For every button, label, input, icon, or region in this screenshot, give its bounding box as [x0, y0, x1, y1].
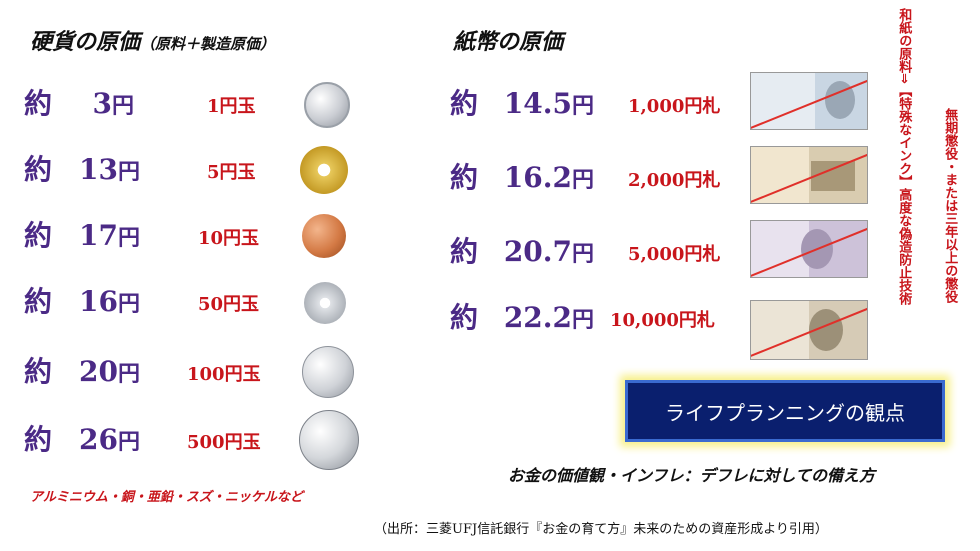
1-yen-coin-icon [304, 82, 350, 128]
2000-yen-note-icon [750, 146, 868, 204]
note-row: 約 20.7円 5,000円札 [440, 220, 880, 282]
cost-prefix: 約 [24, 355, 53, 388]
note-row: 約 16.2円 2,000円札 [440, 146, 880, 208]
side-note-2: 無期懲役・または三年以上の懲役 [942, 108, 958, 303]
cost-value: 20.7 [503, 235, 573, 268]
cost-unit: 円 [572, 241, 595, 267]
cost-unit: 円 [118, 159, 141, 185]
coin-row: 約 3円 1円玉 [0, 80, 400, 130]
cost-unit: 円 [112, 93, 135, 119]
coin-cost: 約 26円 [24, 418, 140, 458]
cost-value: 22.2 [503, 301, 573, 334]
coins-heading-note: （原料＋製造原価） [140, 35, 276, 53]
coin-cost: 約 20円 [24, 350, 140, 390]
coin-label: 50円玉 [198, 294, 260, 315]
cost-prefix: 約 [450, 301, 479, 334]
coin-label: 100円玉 [187, 364, 261, 385]
subtitle: お金の価値観・インフレ：デフレに対しての備え方 [508, 466, 876, 485]
note-label: 2,000円札 [628, 170, 721, 191]
cost-unit: 円 [118, 291, 141, 317]
cost-value: 16 [79, 285, 119, 318]
cost-unit: 円 [118, 361, 141, 387]
cost-unit: 円 [118, 429, 141, 455]
coin-label: 500円玉 [187, 432, 261, 453]
cost-value: 26 [79, 423, 119, 456]
life-planning-box: ライフプランニングの観点 [625, 380, 945, 442]
cost-unit: 円 [572, 307, 595, 333]
note-cost: 約 14.5円 [450, 82, 594, 122]
coin-cost: 約 13円 [24, 148, 140, 188]
notes-heading: 紙幣の原価 [453, 30, 564, 55]
life-planning-label: ライフプランニングの観点 [665, 400, 905, 425]
cost-prefix: 約 [24, 285, 53, 318]
coin-row: 約 13円 5円玉 [0, 146, 400, 196]
5000-yen-note-icon [750, 220, 868, 278]
coin-row: 約 26円 500円玉 [0, 410, 400, 470]
cost-prefix: 約 [24, 423, 53, 456]
coin-cost: 約 16円 [24, 280, 140, 320]
1000-yen-note-icon [750, 72, 868, 130]
cost-prefix: 約 [450, 87, 479, 120]
cost-prefix: 約 [24, 153, 53, 186]
500-yen-coin-icon [299, 410, 359, 470]
side-note-1: 和紙の原料⇒【特殊なインク】高度な偽造防止技術 [896, 8, 912, 305]
50-yen-coin-icon [304, 282, 346, 324]
materials-note: アルミニウム・銅・亜鉛・スズ・ニッケルなど [30, 490, 303, 505]
cost-value: 14.5 [503, 87, 573, 120]
cost-unit: 円 [572, 93, 595, 119]
note-cost: 約 22.2円 [450, 296, 594, 336]
coin-label: 10円玉 [198, 228, 260, 249]
cost-value: 20 [79, 355, 119, 388]
cost-value: 13 [79, 153, 119, 186]
cost-unit: 円 [572, 167, 595, 193]
note-row: 約 22.2円 10,000円札 [440, 296, 880, 360]
cost-prefix: 約 [450, 161, 479, 194]
coin-cost: 約 17円 [24, 214, 140, 254]
5-yen-coin-icon [300, 146, 348, 194]
coin-label: 5円玉 [207, 162, 256, 183]
cost-value: 16.2 [503, 161, 573, 194]
cost-value: 3 [92, 87, 113, 120]
note-cost: 約 16.2円 [450, 156, 594, 196]
note-label: 1,000円札 [628, 96, 721, 117]
note-row: 約 14.5円 1,000円札 [440, 72, 880, 134]
100-yen-coin-icon [302, 346, 354, 398]
cost-prefix: 約 [24, 87, 53, 120]
cost-unit: 円 [118, 225, 141, 251]
note-label: 10,000円札 [610, 310, 715, 331]
coins-heading-title: 硬貨の原価 [30, 30, 141, 55]
coin-row: 約 20円 100円玉 [0, 344, 400, 398]
note-label: 5,000円札 [628, 244, 721, 265]
coin-row: 約 17円 10円玉 [0, 212, 400, 262]
coin-row: 約 16円 50円玉 [0, 278, 400, 328]
10-yen-coin-icon [302, 214, 346, 258]
cost-value: 17 [79, 219, 119, 252]
source-citation: （出所：三菱UFJ信託銀行『お金の育て方』未来のための資産形成より引用） [374, 522, 828, 537]
coin-label: 1円玉 [207, 96, 256, 117]
coin-cost: 約 3円 [24, 82, 134, 122]
note-cost: 約 20.7円 [450, 230, 594, 270]
10000-yen-note-icon [750, 300, 868, 360]
cost-prefix: 約 [450, 235, 479, 268]
cost-prefix: 約 [24, 219, 53, 252]
coins-heading: 硬貨の原価（原料＋製造原価） [30, 24, 275, 56]
